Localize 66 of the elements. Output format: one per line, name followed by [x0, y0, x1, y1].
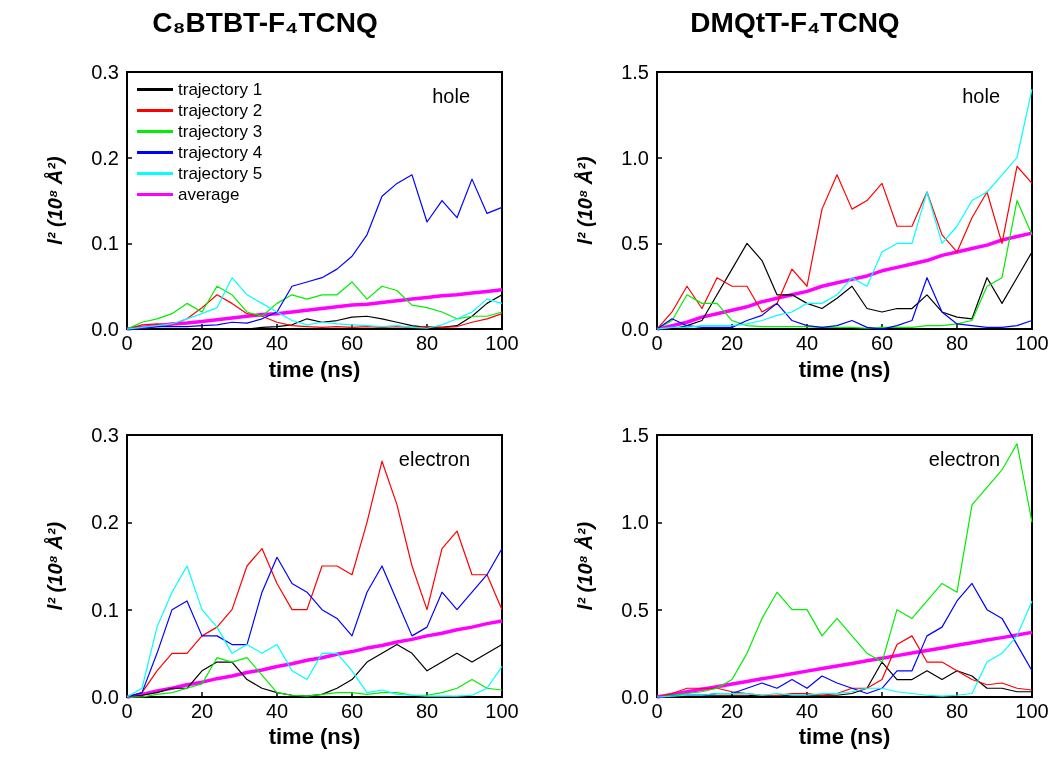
x-tick-label: 20: [190, 700, 214, 722]
line-series: [125, 619, 504, 699]
x-tick-label: 20: [190, 332, 214, 355]
legend-label: trajectory 4: [178, 143, 263, 162]
legend-label: trajectory 3: [178, 122, 263, 141]
y-axis-title: l² (10⁸ Å²): [43, 156, 66, 245]
y-tick-label: 0.0: [621, 686, 649, 708]
x-tick-label: 0: [651, 332, 663, 355]
line-series: [656, 277, 1033, 330]
annotation: electron: [398, 448, 470, 470]
x-tick-label: 0: [121, 332, 133, 355]
y-tick-label: 1.0: [621, 146, 649, 169]
y-tick-label: 1.5: [621, 61, 649, 83]
chart-title: DMQtT-F₄TCNQ: [690, 6, 900, 38]
y-tick-label: 0.1: [91, 598, 119, 621]
x-axis-title: time (ns): [798, 724, 891, 750]
x-axis-title: time (ns): [268, 356, 361, 382]
line-series: [656, 600, 1033, 698]
x-tick-label: 60: [340, 332, 364, 355]
x-tick-label: 20: [720, 332, 744, 355]
x-tick-label: 60: [870, 332, 894, 355]
x-tick-label: 80: [945, 700, 969, 722]
y-tick-label: 0.1: [91, 232, 119, 255]
x-tick-label: 80: [415, 332, 439, 355]
y-tick-label: 1.5: [621, 424, 649, 446]
x-tick-label: 100: [485, 700, 519, 722]
x-tick-label: 40: [265, 332, 289, 355]
legend-label: trajectory 5: [178, 164, 263, 183]
legend-label: trajectory 1: [178, 80, 263, 99]
y-tick-label: 0.2: [91, 146, 119, 169]
y-axis-title: l² (10⁸ Å²): [43, 521, 66, 611]
x-tick-label: 60: [870, 700, 894, 722]
x-tick-label: 100: [1015, 700, 1049, 722]
annotation: electron: [928, 448, 1000, 470]
x-tick-label: 80: [945, 332, 969, 355]
y-tick-label: 0.5: [621, 598, 649, 621]
legend-label: average: [178, 185, 240, 204]
x-tick-label: 0: [651, 700, 663, 722]
y-tick-label: 0.0: [91, 318, 119, 341]
y-tick-label: 0.5: [621, 232, 649, 255]
legend-label: trajectory 2: [178, 101, 263, 120]
line-series: [126, 657, 503, 698]
x-tick-label: 40: [795, 700, 819, 722]
y-tick-label: 0.0: [91, 686, 119, 708]
line-series: [656, 88, 1033, 330]
y-tick-label: 0.3: [91, 61, 119, 83]
y-axis-title: l² (10⁸ Å²): [573, 521, 596, 611]
x-axis-title: time (ns): [268, 724, 361, 750]
y-tick-label: 1.0: [621, 511, 649, 534]
x-tick-label: 40: [795, 332, 819, 355]
x-tick-label: 100: [1015, 332, 1049, 355]
y-tick-label: 0.3: [91, 424, 119, 446]
y-axis-title: l² (10⁸ Å²): [573, 156, 596, 245]
x-tick-label: 80: [415, 700, 439, 722]
annotation: hole: [432, 85, 470, 107]
annotation: hole: [962, 85, 1000, 107]
x-tick-label: 0: [121, 700, 133, 722]
y-tick-label: 0.2: [91, 511, 119, 534]
x-axis-title: time (ns): [798, 356, 891, 382]
y-tick-label: 0.0: [621, 318, 649, 341]
x-tick-label: 40: [265, 700, 289, 722]
chart-title: C₈BTBT-F₄TCNQ: [152, 6, 378, 38]
x-tick-label: 100: [485, 332, 519, 355]
line-series: [656, 165, 1033, 330]
x-tick-label: 60: [340, 700, 364, 722]
x-tick-label: 20: [720, 700, 744, 722]
